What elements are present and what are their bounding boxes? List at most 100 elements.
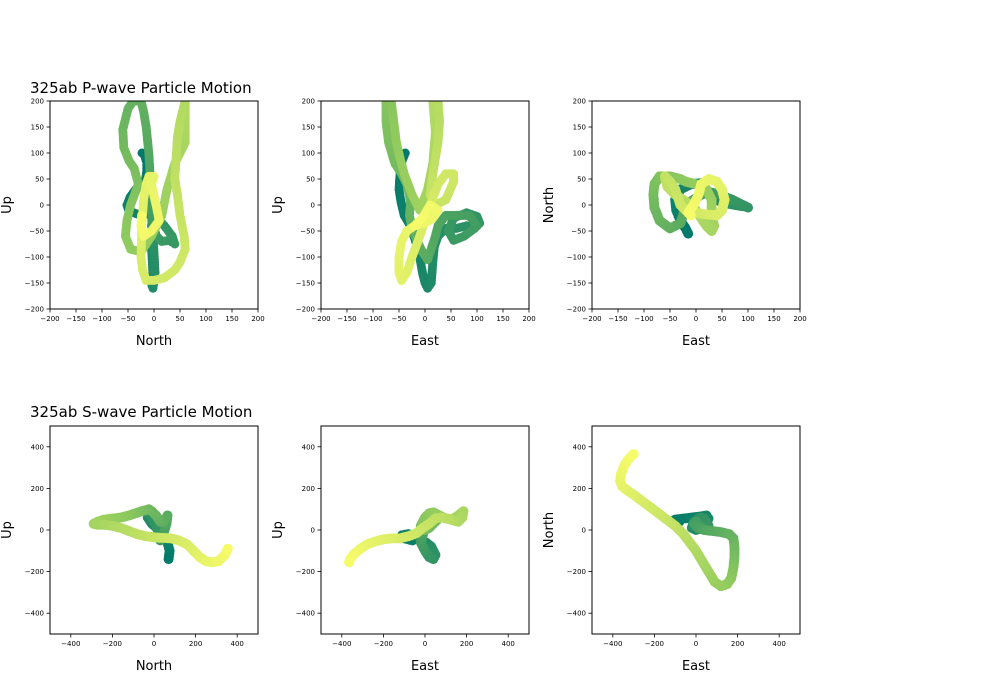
- y-tick-label: −50: [571, 228, 586, 236]
- scatter-series: [615, 449, 740, 592]
- subplot-1: −200 −150 −100 −50 0 50 100 150 200 −200 −150 −100 −…: [0, 98, 265, 350]
- y-tick-label: −200: [567, 568, 586, 576]
- x-tick-label: −50: [392, 315, 407, 323]
- x-tick-label: 0: [152, 640, 156, 648]
- x-tick-label: −150: [608, 315, 627, 323]
- y-tick-label: 0: [311, 202, 315, 210]
- x-tick-label: 50: [447, 315, 456, 323]
- y-tick-label: −400: [567, 610, 586, 618]
- y-tick-label: 50: [35, 176, 44, 184]
- y-axis-label: Up: [0, 196, 15, 214]
- scatter-series: [344, 506, 469, 568]
- x-tick-label: 0: [423, 640, 427, 648]
- y-tick-label: 100: [302, 150, 315, 158]
- y-tick-label: 0: [311, 527, 315, 535]
- x-tick-label: 100: [741, 315, 754, 323]
- y-axis-label: North: [542, 512, 557, 548]
- x-tick-label: −200: [311, 315, 330, 323]
- x-tick-label: −50: [121, 315, 136, 323]
- x-tick-label: 0: [152, 315, 156, 323]
- y-axis-label: North: [542, 187, 557, 223]
- x-tick-label: −100: [634, 315, 653, 323]
- y-tick-label: 200: [302, 98, 315, 106]
- x-tick-label: 150: [496, 315, 509, 323]
- x-tick-label: −100: [363, 315, 382, 323]
- y-tick-label: 0: [582, 202, 586, 210]
- y-axis-label: Up: [0, 521, 15, 539]
- subplot-4: −400 −200 0 200 400 −400 −200 0 200 400 North Up: [0, 425, 259, 674]
- x-tick-label: −200: [645, 640, 664, 648]
- x-tick-label: 200: [460, 640, 473, 648]
- x-axis-label: North: [136, 659, 172, 674]
- y-axis-label: Up: [271, 521, 286, 539]
- subplot-3: −200 −150 −100 −50 0 50 100 150 200 −200 −150 −100 −…: [542, 98, 807, 350]
- x-tick-label: −400: [603, 640, 622, 648]
- data-point: [628, 449, 639, 460]
- y-tick-label: −200: [25, 568, 44, 576]
- scatter-series: [118, 101, 190, 293]
- y-tick-label: −50: [29, 228, 44, 236]
- x-tick-label: −200: [103, 640, 122, 648]
- x-tick-label: 400: [502, 640, 515, 648]
- scatter-series: [88, 504, 233, 568]
- y-tick-label: −150: [296, 280, 315, 288]
- y-tick-label: 400: [31, 443, 44, 451]
- y-tick-label: 0: [40, 527, 44, 535]
- y-tick-label: −200: [296, 568, 315, 576]
- y-tick-label: 200: [302, 485, 315, 493]
- y-tick-label: −400: [296, 610, 315, 618]
- y-tick-label: −150: [25, 280, 44, 288]
- y-tick-label: 50: [577, 176, 586, 184]
- x-tick-label: 50: [176, 315, 185, 323]
- x-tick-label: 50: [718, 315, 727, 323]
- x-axis-label: East: [411, 334, 439, 349]
- x-tick-label: 400: [231, 640, 244, 648]
- x-tick-label: −200: [374, 640, 393, 648]
- subplot-6: −400 −200 0 200 400 −400 −200 0 200 400 East North: [542, 425, 801, 674]
- y-tick-label: 150: [31, 124, 44, 132]
- y-tick-label: 200: [31, 98, 44, 106]
- data-point: [222, 543, 233, 554]
- x-tick-label: 150: [225, 315, 238, 323]
- scatter-series: [648, 171, 753, 239]
- y-tick-label: 100: [31, 150, 44, 158]
- x-tick-label: −200: [582, 315, 601, 323]
- data-point: [685, 210, 696, 221]
- data-point: [344, 557, 355, 568]
- y-tick-label: 200: [573, 485, 586, 493]
- y-tick-label: −200: [296, 306, 315, 314]
- y-tick-label: −100: [25, 254, 44, 262]
- x-tick-label: −100: [92, 315, 111, 323]
- y-tick-label: −100: [296, 254, 315, 262]
- y-tick-label: 50: [306, 176, 315, 184]
- x-tick-label: 0: [694, 640, 698, 648]
- y-axis-label: Up: [271, 196, 286, 214]
- y-tick-label: 0: [40, 202, 44, 210]
- y-tick-label: 400: [302, 443, 315, 451]
- x-tick-label: −400: [332, 640, 351, 648]
- y-tick-label: 400: [573, 443, 586, 451]
- y-tick-label: −150: [567, 280, 586, 288]
- x-tick-label: 0: [423, 315, 427, 323]
- x-tick-label: 150: [767, 315, 780, 323]
- y-tick-label: −200: [567, 306, 586, 314]
- s-wave-row-title: 325ab S-wave Particle Motion: [30, 403, 252, 421]
- y-tick-label: 200: [31, 485, 44, 493]
- x-tick-label: 200: [189, 640, 202, 648]
- scatter-series: [381, 101, 485, 293]
- x-tick-label: 100: [470, 315, 483, 323]
- x-tick-label: 200: [522, 315, 535, 323]
- y-tick-label: −50: [300, 228, 315, 236]
- data-point: [137, 210, 147, 220]
- x-tick-label: −200: [40, 315, 59, 323]
- x-axis-label: East: [411, 659, 439, 674]
- y-tick-label: 200: [573, 98, 586, 106]
- y-tick-label: 150: [573, 124, 586, 132]
- x-tick-label: 200: [793, 315, 806, 323]
- subplot-grid: −200 −150 −100 −50 0 50 100 150 200−200−150−100−…: [0, 98, 807, 675]
- x-tick-label: −150: [66, 315, 85, 323]
- x-tick-label: −400: [61, 640, 80, 648]
- y-tick-label: −200: [25, 306, 44, 314]
- y-tick-label: 150: [302, 124, 315, 132]
